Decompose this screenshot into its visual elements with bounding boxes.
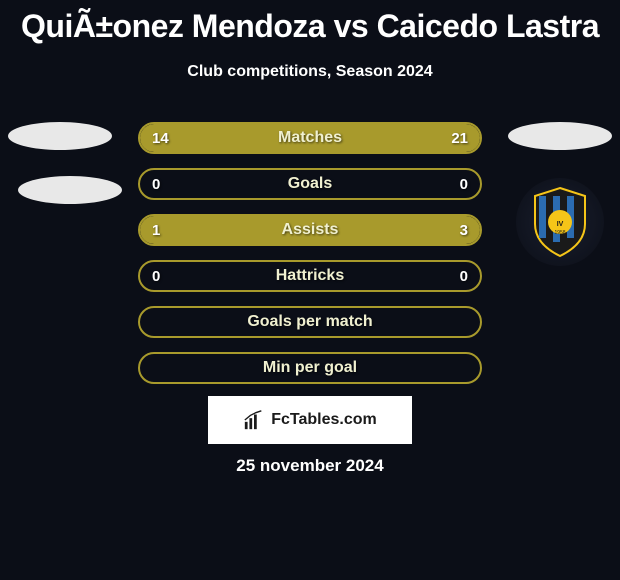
player-left-avatar-placeholder	[8, 122, 112, 150]
stat-label: Min per goal	[140, 354, 480, 382]
svg-text:1958: 1958	[554, 230, 565, 236]
stat-value-right: 3	[460, 216, 468, 244]
club-left-badge-placeholder	[18, 176, 122, 204]
chart-icon	[243, 409, 265, 431]
stat-label: Hattricks	[140, 262, 480, 290]
stats-container: Matches1421Goals00Assists13Hattricks00Go…	[138, 122, 482, 398]
stat-row: Min per goal	[138, 352, 482, 384]
stat-value-right: 0	[460, 262, 468, 290]
footer-brand-badge: FcTables.com	[208, 396, 412, 444]
stat-value-left: 0	[152, 262, 160, 290]
stat-value-right: 21	[451, 124, 468, 152]
stat-value-left: 14	[152, 124, 169, 152]
stat-label: Goals per match	[140, 308, 480, 336]
stat-value-left: 1	[152, 216, 160, 244]
svg-text:IV: IV	[557, 221, 564, 228]
footer-brand-text: FcTables.com	[271, 411, 377, 429]
stat-row: Hattricks0 0	[138, 260, 482, 292]
shield-icon: IV 1958	[529, 186, 591, 258]
stat-label: Assists	[140, 216, 480, 244]
stat-label: Goals	[140, 170, 480, 198]
date-text: 25 november 2024	[0, 456, 620, 476]
stat-value-right: 0	[460, 170, 468, 198]
player-right-avatar-placeholder	[508, 122, 612, 150]
page-title: QuiÃ±onez Mendoza vs Caicedo Lastra	[0, 0, 620, 45]
subtitle: Club competitions, Season 2024	[0, 63, 620, 81]
stat-value-left: 0	[152, 170, 160, 198]
stat-row: Goals per match	[138, 306, 482, 338]
stat-label: Matches	[140, 124, 480, 152]
club-right-badge: IV 1958	[516, 178, 604, 266]
stat-row: Goals0 0	[138, 168, 482, 200]
stat-row: Matches14 21	[138, 122, 482, 154]
stat-row: Assists1 3	[138, 214, 482, 246]
